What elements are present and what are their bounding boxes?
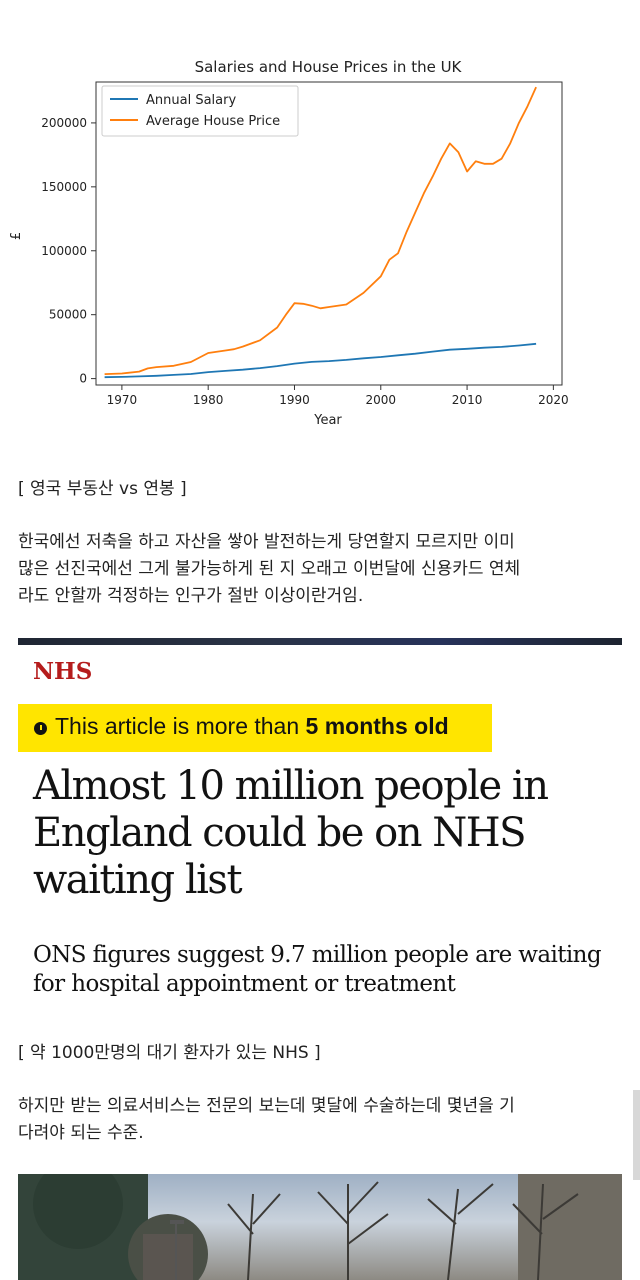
chart-legend: Annual Salary Average House Price xyxy=(101,85,299,137)
age-warning-badge: This article is more than 5 months old xyxy=(18,704,492,752)
chart-axes xyxy=(95,81,563,386)
x-tick-label: 2010 xyxy=(452,393,483,407)
x-tick-label: 1970 xyxy=(107,393,138,407)
y-tick-label: 100000 xyxy=(41,244,87,258)
chart-title: Salaries and House Prices in the UK xyxy=(195,58,463,76)
paragraph-1: 한국에선 저축을 하고 자산을 쌓아 발전하는게 당연할지 모르지만 이미 많은… xyxy=(18,529,623,610)
paragraph-1-line-1: 한국에선 저축을 하고 자산을 쌓아 발전하는게 당연할지 모르지만 이미 xyxy=(18,532,515,552)
chart-ticks: 1970 1980 1990 2000 2010 2020 0 50000 100000 1500… xyxy=(41,116,568,407)
x-tick-label: 1980 xyxy=(193,393,224,407)
paragraph-1-line-3: 라도 안할까 걱정하는 인구가 절반 이상이란거임. xyxy=(18,586,364,606)
article-standfirst: ONS figures suggest 9.7 million people a… xyxy=(33,941,618,999)
article-caption: [ 약 1000만명의 대기 환자가 있는 NHS ] xyxy=(18,1043,321,1063)
scroll-indicator[interactable] xyxy=(633,1090,640,1180)
street-photo-drawing xyxy=(18,1174,622,1280)
x-tick-label: 2020 xyxy=(538,393,569,407)
y-tick-label: 50000 xyxy=(49,308,87,322)
article-headline: Almost 10 million people in England coul… xyxy=(33,763,613,904)
chart-lines xyxy=(104,86,537,379)
series-line-annual-salary xyxy=(104,342,537,379)
chart-caption: [ 영국 부동산 vs 연봉 ] xyxy=(18,479,187,499)
y-tick-label: 150000 xyxy=(41,180,87,194)
plot-frame xyxy=(95,81,563,386)
badge-text-bold: 5 months old xyxy=(305,713,449,739)
standfirst-line-2: for hospital appointment or treatment xyxy=(33,971,456,997)
y-tick-label: 0 xyxy=(79,372,87,386)
y-tick-label: 200000 xyxy=(41,116,87,130)
line-chart: 1970 1980 1990 2000 2010 2020 0 50000 100000 1500… xyxy=(9,58,569,428)
paragraph-1-line-2: 많은 선진국에선 그게 불가능하게 된 지 오래고 이번달에 신용카드 연체 xyxy=(18,559,521,579)
legend-box xyxy=(101,85,299,137)
x-tick-label: 2000 xyxy=(366,393,397,407)
badge-text-prefix: This article is more than xyxy=(55,713,306,739)
article-top-bar xyxy=(18,638,622,645)
paragraph-2-line-1: 하지만 받는 의료서비스는 전문의 보는데 몇달에 수술하는데 몇년을 기 xyxy=(18,1096,515,1116)
headline-line-3: waiting list xyxy=(33,857,243,903)
standfirst-line-1: ONS figures suggest 9.7 million people a… xyxy=(33,942,602,968)
street-photo xyxy=(18,1174,622,1280)
headline-line-1: Almost 10 million people in xyxy=(33,763,549,809)
headline-line-2: England could be on NHS xyxy=(33,810,526,856)
x-tick-label: 1990 xyxy=(279,393,310,407)
clock-icon xyxy=(34,722,47,735)
legend-label-house: Average House Price xyxy=(146,114,280,129)
y-axis-label: £ xyxy=(9,232,24,240)
legend-label-salary: Annual Salary xyxy=(146,93,236,108)
x-axis-label: Year xyxy=(313,413,342,428)
paragraph-2: 하지만 받는 의료서비스는 전문의 보는데 몇달에 수술하는데 몇년을 기 다려… xyxy=(18,1093,623,1147)
series-line-average-house-price xyxy=(104,86,537,375)
paragraph-2-line-2: 다려야 되는 수준. xyxy=(18,1123,144,1143)
article-screenshot: NHS This article is more than 5 months o… xyxy=(18,638,622,1016)
section-label[interactable]: NHS xyxy=(33,658,93,685)
